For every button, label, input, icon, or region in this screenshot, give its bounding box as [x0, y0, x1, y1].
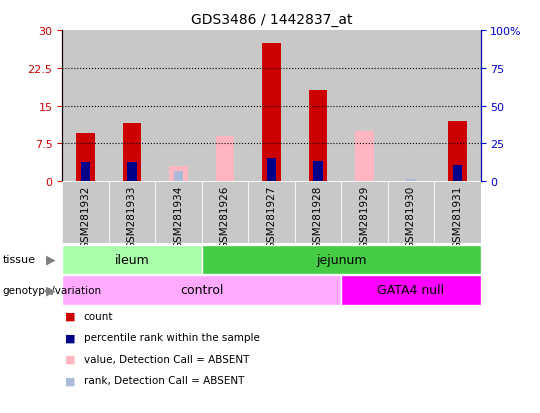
Text: ileum: ileum — [114, 253, 149, 266]
Text: count: count — [84, 311, 113, 321]
Bar — [155, 182, 201, 244]
Text: GSM281934: GSM281934 — [173, 185, 184, 248]
Bar — [313, 161, 322, 182]
Bar — [248, 31, 295, 182]
Bar — [62, 31, 109, 182]
Bar — [341, 31, 388, 182]
Text: GATA4 null: GATA4 null — [377, 283, 444, 297]
Bar — [388, 182, 434, 244]
Text: control: control — [180, 283, 223, 297]
Bar — [201, 245, 481, 275]
Bar — [201, 31, 248, 182]
Text: GSM281932: GSM281932 — [80, 185, 90, 248]
Text: GSM281929: GSM281929 — [359, 185, 369, 248]
Text: GSM281933: GSM281933 — [127, 185, 137, 248]
Bar — [295, 182, 341, 244]
Bar — [262, 43, 281, 182]
Bar — [248, 182, 295, 244]
Bar — [62, 275, 341, 305]
Bar — [448, 121, 467, 182]
Text: rank, Detection Call = ABSENT: rank, Detection Call = ABSENT — [84, 375, 244, 385]
Text: percentile rank within the sample: percentile rank within the sample — [84, 332, 260, 342]
Text: ■: ■ — [65, 354, 75, 364]
Bar — [169, 166, 188, 182]
Bar — [434, 31, 481, 182]
Bar — [127, 162, 137, 182]
Text: GSM281931: GSM281931 — [453, 185, 462, 248]
Bar — [62, 182, 109, 244]
Text: GSM281928: GSM281928 — [313, 185, 323, 248]
Bar — [295, 31, 341, 182]
Text: ▶: ▶ — [46, 253, 56, 266]
Bar — [109, 182, 155, 244]
Bar — [267, 159, 276, 182]
Text: genotype/variation: genotype/variation — [3, 285, 102, 295]
Bar — [308, 91, 327, 182]
Text: jejunum: jejunum — [316, 253, 366, 266]
Text: ■: ■ — [65, 311, 75, 321]
Text: ■: ■ — [65, 375, 75, 385]
Bar — [355, 131, 374, 182]
Bar — [406, 180, 415, 182]
Bar — [388, 31, 434, 182]
Text: ▶: ▶ — [46, 283, 56, 297]
Bar — [201, 182, 248, 244]
Bar — [434, 182, 481, 244]
Title: GDS3486 / 1442837_at: GDS3486 / 1442837_at — [191, 13, 352, 27]
Text: ■: ■ — [65, 332, 75, 342]
Bar — [341, 275, 481, 305]
Bar — [155, 31, 201, 182]
Bar — [109, 31, 155, 182]
Text: GSM281927: GSM281927 — [266, 185, 276, 248]
Bar — [453, 166, 462, 182]
Text: value, Detection Call = ABSENT: value, Detection Call = ABSENT — [84, 354, 249, 364]
Bar — [80, 162, 90, 182]
Bar — [62, 245, 201, 275]
Bar — [76, 134, 94, 182]
Text: GSM281926: GSM281926 — [220, 185, 230, 248]
Bar — [341, 182, 388, 244]
Bar — [215, 136, 234, 182]
Bar — [123, 124, 141, 182]
Text: GSM281930: GSM281930 — [406, 185, 416, 248]
Bar — [174, 172, 183, 182]
Text: tissue: tissue — [3, 255, 36, 265]
